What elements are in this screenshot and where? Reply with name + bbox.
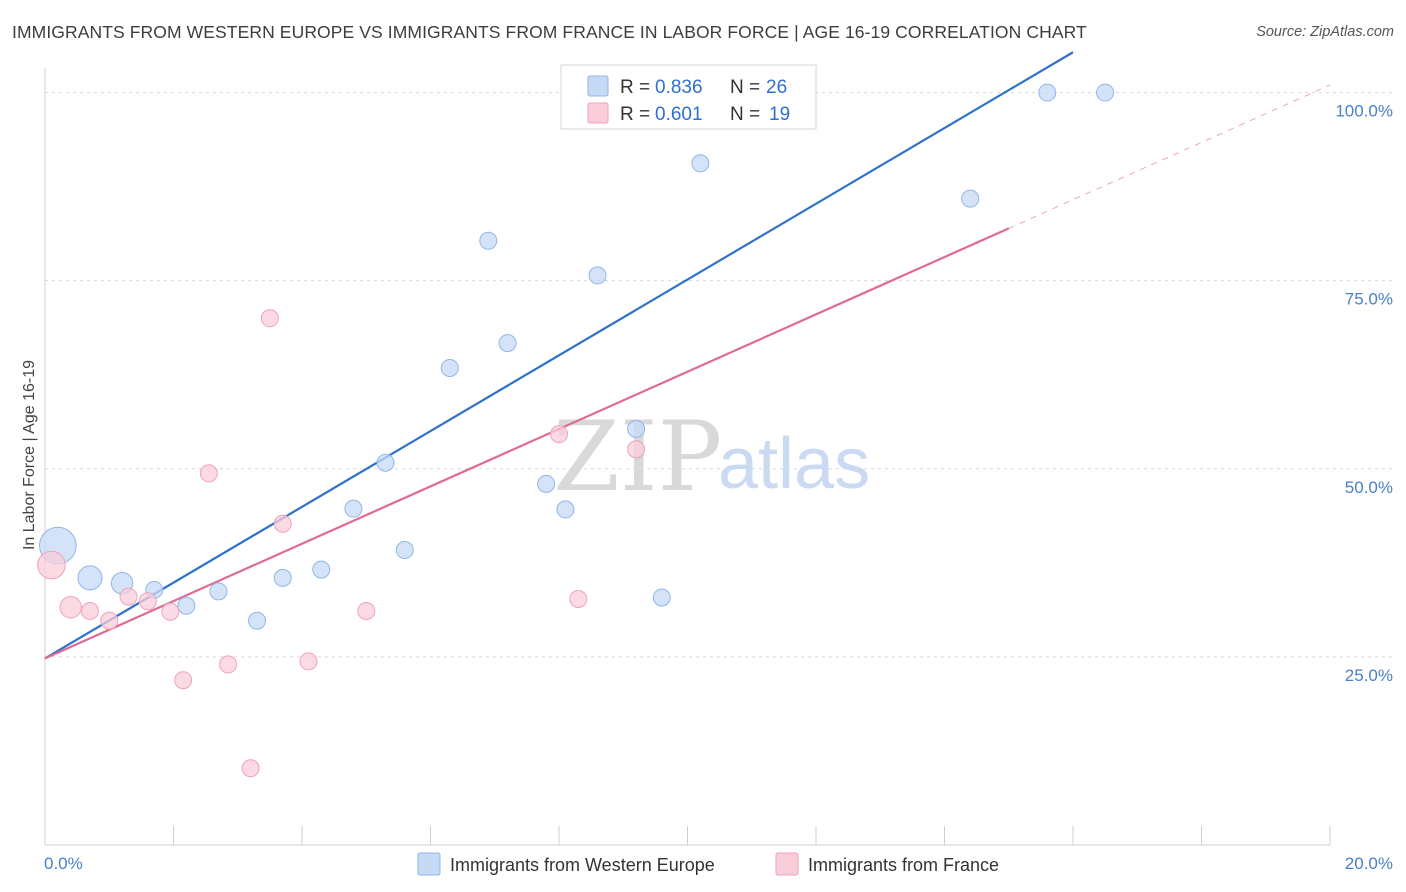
legend-r-label-1: R = xyxy=(620,77,650,98)
point-western-europe-14 xyxy=(498,334,517,353)
point-western-europe-23 xyxy=(1038,83,1057,102)
point-western-europe-10 xyxy=(376,453,395,472)
point-western-europe-20 xyxy=(691,154,710,173)
legend-n-value-1: 26 xyxy=(766,77,787,98)
point-france-2 xyxy=(80,601,99,620)
x-tick-label-1: 20.0% xyxy=(1345,854,1393,873)
series-legend-label-western-europe: Immigrants from Western Europe xyxy=(450,855,715,875)
y-tick-label-3: 100.0% xyxy=(1335,102,1393,121)
series-legend-swatch-france xyxy=(775,852,799,876)
point-france-14 xyxy=(357,601,376,620)
point-western-europe-17 xyxy=(588,266,607,285)
y-axis-label: In Labor Force | Age 16-19 xyxy=(21,360,38,550)
legend-swatch-western-europe xyxy=(587,75,609,97)
point-western-europe-15 xyxy=(537,474,556,493)
y-tick-label-0: 25.0% xyxy=(1345,666,1393,685)
point-western-europe-18 xyxy=(627,419,646,438)
point-france-15 xyxy=(550,425,568,444)
watermark-atlas: atlas xyxy=(718,424,870,504)
legend-n-value-2: 19 xyxy=(769,104,790,125)
gridlines xyxy=(45,92,1395,658)
point-france-11 xyxy=(260,309,279,328)
point-western-europe-7 xyxy=(273,568,292,587)
point-france-0 xyxy=(37,550,66,580)
point-france-7 xyxy=(174,671,193,690)
point-france-12 xyxy=(273,514,292,533)
point-western-europe-13 xyxy=(479,231,498,250)
point-france-8 xyxy=(199,464,218,483)
trend-line-1 xyxy=(44,227,1010,660)
legend-swatch-france xyxy=(587,102,609,124)
data-points xyxy=(37,83,1115,778)
point-western-europe-9 xyxy=(344,499,363,518)
point-western-europe-24 xyxy=(1096,83,1115,102)
point-western-europe-22 xyxy=(961,189,980,208)
y-tick-label-1: 50.0% xyxy=(1345,478,1393,497)
legend-n-label-2: N = xyxy=(730,104,760,125)
y-tick-labels: 25.0% 50.0% 75.0% 100.0% xyxy=(1335,102,1393,685)
point-france-1 xyxy=(59,596,82,619)
axes xyxy=(44,68,1331,846)
chart-title: IMMIGRANTS FROM WESTERN EUROPE VS IMMIGR… xyxy=(12,22,1087,42)
point-france-9 xyxy=(219,655,238,674)
legend-r-label-2: R = xyxy=(620,104,650,125)
legend-n-label-1: N = xyxy=(730,77,760,98)
point-france-10 xyxy=(241,759,260,778)
point-france-4 xyxy=(119,587,138,606)
x-tick-label-0: 0.0% xyxy=(44,854,83,873)
point-france-17 xyxy=(627,440,646,459)
point-western-europe-19 xyxy=(652,588,671,607)
watermark: ZIP atlas xyxy=(553,401,870,513)
point-western-europe-12 xyxy=(440,358,459,377)
source-credit: Source: ZipAtlas.com xyxy=(1256,24,1394,40)
legend-r-value-2: 0.601 xyxy=(655,104,703,125)
series-legend-label-france: Immigrants from France xyxy=(808,855,999,875)
stats-legend: R = 0.836 N = 26 R = 0.601 N = 19 xyxy=(560,64,817,130)
point-france-16 xyxy=(569,589,588,608)
point-france-6 xyxy=(161,602,180,621)
point-france-13 xyxy=(299,652,318,671)
series-legend-swatch-western-europe xyxy=(417,852,441,876)
x-tick-labels: 0.0% 20.0% xyxy=(44,854,1393,873)
series-legend: Immigrants from Western Europe Immigrant… xyxy=(417,852,999,876)
trend-line-0 xyxy=(44,51,1074,660)
point-western-europe-1 xyxy=(77,565,103,591)
point-western-europe-5 xyxy=(209,582,228,601)
point-western-europe-8 xyxy=(312,560,331,579)
trend-lines xyxy=(44,51,1331,660)
point-western-europe-16 xyxy=(556,500,575,519)
point-western-europe-11 xyxy=(395,541,414,560)
point-france-5 xyxy=(138,592,157,611)
y-tick-label-2: 75.0% xyxy=(1345,290,1393,309)
point-western-europe-6 xyxy=(248,611,267,630)
trend-line-extension-1 xyxy=(1008,84,1331,229)
point-western-europe-4 xyxy=(177,596,196,615)
point-france-3 xyxy=(100,611,119,630)
legend-r-value-1: 0.836 xyxy=(655,77,703,98)
